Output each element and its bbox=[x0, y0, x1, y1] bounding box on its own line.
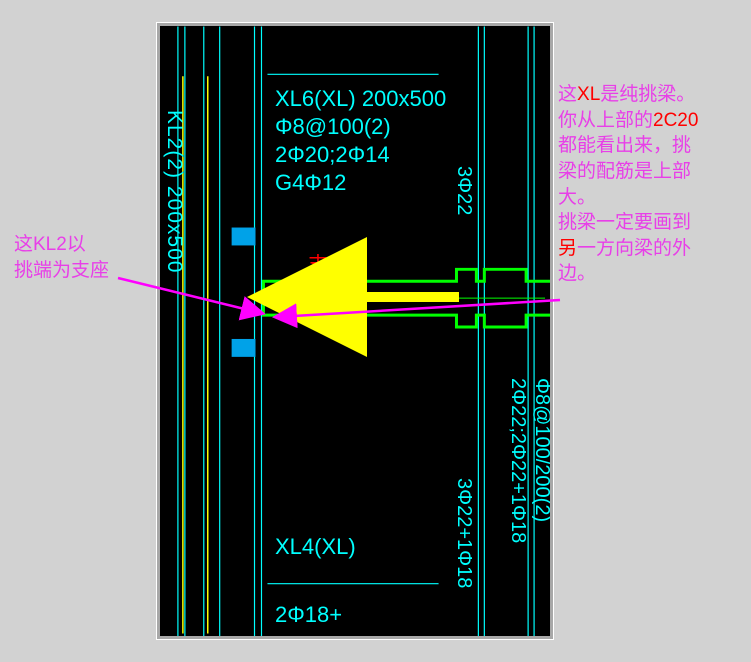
right-bars-bottom: 3Φ22+1Φ18 bbox=[452, 478, 475, 588]
beam-xl4-title: XL4(XL) bbox=[275, 534, 356, 560]
right-line4: 梁的配筋是上部 bbox=[558, 159, 748, 185]
right-bars-3phi22: 3Φ22 bbox=[452, 166, 475, 215]
beam-xl6-stirrup: Φ8@100(2) bbox=[275, 114, 391, 140]
beam-xl6-side: G4Φ12 bbox=[275, 170, 346, 196]
right-stirrup: Φ8@100/200(2) bbox=[530, 378, 550, 522]
beam-xl4-bars: 2Φ18+ bbox=[275, 602, 342, 628]
right-line2: 你从上部的2C20 bbox=[558, 108, 748, 134]
right-line3: 都能看出来，挑 bbox=[558, 133, 748, 159]
beam-xl6-bars: 2Φ20;2Φ14 bbox=[275, 142, 390, 168]
right-line6: 挑梁一定要画到 bbox=[558, 210, 748, 236]
right-annotation: 这XL是纯挑梁。 你从上部的2C20 都能看出来，挑 梁的配筋是上部 大。 挑梁… bbox=[558, 82, 748, 287]
left-annotation-line2: 挑端为支座 bbox=[14, 258, 109, 284]
cad-viewport-frame: XL6(XL) 200x500 Φ8@100(2) 2Φ20;2Φ14 G4Φ1… bbox=[156, 22, 554, 640]
beam-xl6-title: XL6(XL) 200x500 bbox=[275, 86, 446, 112]
support-label: 支座 bbox=[308, 248, 348, 277]
right-line5: 大。 bbox=[558, 185, 748, 211]
right-hl-2c20: 2C20 bbox=[653, 110, 698, 131]
beam-kl2-title: KL2(2) 200x500 bbox=[162, 110, 186, 273]
right-line8: 边。 bbox=[558, 261, 748, 287]
right-line1: 这XL是纯挑梁。 bbox=[558, 82, 748, 108]
right-hl-ling: 另 bbox=[558, 238, 577, 259]
cad-viewport: XL6(XL) 200x500 Φ8@100(2) 2Φ20;2Φ14 G4Φ1… bbox=[160, 26, 550, 636]
right-line7: 另一方向梁的外 bbox=[558, 236, 748, 262]
right-hl-xl: XL bbox=[577, 84, 600, 105]
right-bars-combo: 2Φ22;2Φ22+1Φ18 bbox=[506, 378, 529, 543]
left-annotation-line1: 这KL2以 bbox=[14, 232, 109, 258]
left-annotation: 这KL2以 挑端为支座 bbox=[14, 232, 109, 283]
